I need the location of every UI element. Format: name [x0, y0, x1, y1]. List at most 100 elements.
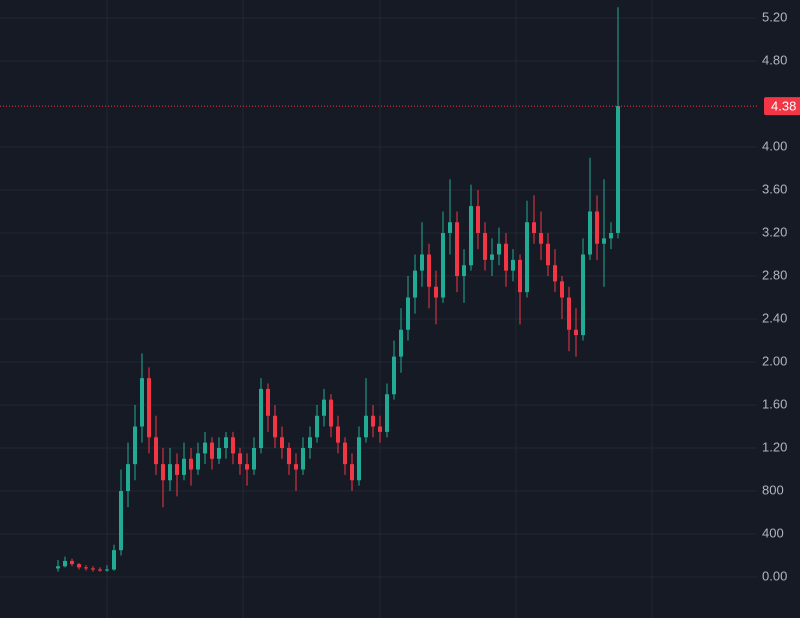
y-tick-label: 1.60	[762, 396, 787, 411]
y-tick-label: 4.00	[762, 138, 787, 153]
candle-body	[469, 206, 473, 266]
candle-body	[539, 232, 543, 244]
candle-body	[525, 222, 529, 293]
candle-body	[329, 399, 333, 427]
y-tick-label: 4.80	[762, 52, 787, 67]
candle-body	[56, 566, 60, 569]
candle-body	[490, 254, 494, 260]
candle-body	[462, 265, 466, 276]
candle-body	[231, 437, 235, 454]
candle-body	[77, 564, 81, 568]
candle-body	[98, 569, 102, 571]
candle-body	[294, 464, 298, 470]
last-price-label: 4.38	[771, 99, 796, 114]
y-tick-label: 2.40	[762, 310, 787, 325]
candle-body	[168, 464, 172, 481]
candle-body	[434, 286, 438, 298]
candle-body	[112, 550, 116, 570]
candle-body	[126, 464, 130, 492]
y-tick-label: 1.20	[762, 439, 787, 454]
candle-body	[119, 491, 123, 551]
candle-body	[70, 560, 74, 565]
candle-body	[203, 442, 207, 454]
candle-body	[511, 259, 515, 271]
candle-body	[392, 356, 396, 395]
candle-body	[357, 437, 361, 481]
candle-body	[140, 378, 144, 427]
candle-body	[154, 437, 158, 465]
candle-body	[574, 329, 578, 336]
y-tick-label: 3.60	[762, 181, 787, 196]
candle-body	[406, 297, 410, 330]
candle-body	[238, 453, 242, 465]
candle-body	[504, 243, 508, 271]
candle-body	[364, 415, 368, 438]
candle-body	[546, 243, 550, 266]
candle-body	[252, 448, 256, 470]
candle-body	[343, 442, 347, 465]
candle-body	[427, 254, 431, 287]
candle-body	[315, 415, 319, 438]
candle-body	[420, 254, 424, 271]
candle-body	[616, 106, 620, 233]
candle-body	[133, 426, 137, 465]
candle-body	[560, 281, 564, 298]
candle-body	[91, 568, 95, 570]
candle-body	[336, 426, 340, 443]
candle-body	[322, 399, 326, 416]
candle-body	[147, 378, 151, 438]
candle-body	[175, 464, 179, 475]
candle-body	[224, 437, 228, 449]
candle-body	[301, 448, 305, 470]
candle-body	[259, 388, 263, 449]
y-tick-label: 800	[762, 482, 784, 497]
candle-body	[588, 211, 592, 255]
candle-body	[84, 567, 88, 569]
candle-body	[287, 448, 291, 465]
candle-body	[476, 206, 480, 233]
candle-body	[182, 458, 186, 475]
candle-body	[581, 254, 585, 336]
candle-body	[189, 458, 193, 470]
candle-body	[399, 329, 403, 357]
candle-body	[273, 415, 277, 438]
candle-body	[371, 415, 375, 427]
candle-body	[196, 453, 200, 470]
last-price-badge	[764, 97, 800, 116]
candle-body	[308, 437, 312, 449]
candle-body	[385, 394, 389, 432]
candle-body	[105, 569, 109, 571]
candle-body	[441, 232, 445, 298]
y-tick-label: 2.00	[762, 353, 787, 368]
y-tick-label: 0.00	[762, 568, 787, 583]
candle-body	[350, 464, 354, 481]
candle-body	[413, 270, 417, 298]
vertical-grid	[106, 0, 653, 618]
candle-body	[553, 265, 557, 282]
candle-body	[497, 243, 501, 255]
candle-body	[609, 232, 613, 239]
y-tick-label: 3.20	[762, 224, 787, 239]
candle-body	[518, 259, 522, 293]
candle-body	[161, 464, 165, 481]
candle-body	[280, 437, 284, 449]
candle-body	[63, 560, 67, 567]
candle-body	[266, 388, 270, 416]
candle-body	[483, 232, 487, 260]
candle-body	[210, 442, 214, 459]
y-tick-label: 400	[762, 525, 784, 540]
y-tick-label: 2.80	[762, 267, 787, 282]
candle-body	[455, 222, 459, 276]
candle-body	[595, 211, 599, 244]
candle-body	[378, 426, 382, 432]
candle-body	[602, 238, 606, 244]
candle-body	[245, 464, 249, 470]
candle-body	[532, 222, 536, 233]
y-tick-label: 5.20	[762, 9, 787, 24]
candle-body	[448, 222, 452, 233]
candle-body	[567, 297, 571, 330]
candle-body	[217, 448, 221, 459]
